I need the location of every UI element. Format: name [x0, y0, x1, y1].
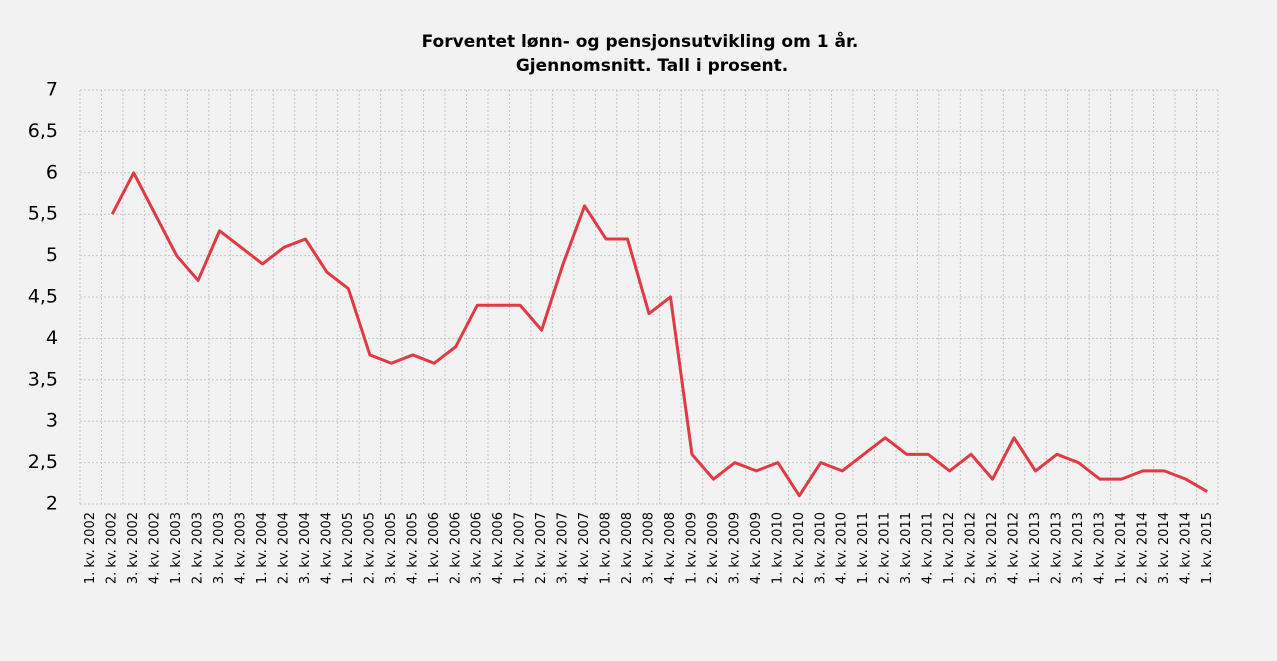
- x-tick-label: 1. kv. 2010: [770, 512, 785, 584]
- y-tick-label: 5: [46, 244, 58, 266]
- x-tick-label: 3. kv. 2005: [384, 512, 399, 584]
- x-tick-label: 3. kv. 2009: [727, 512, 742, 584]
- x-tick-label: 4. kv. 2014: [1178, 512, 1193, 584]
- y-tick-label: 6: [46, 161, 58, 183]
- x-tick-label: 1. kv. 2013: [1028, 512, 1043, 584]
- x-tick-label: 3. kv. 2007: [556, 512, 571, 584]
- x-tick-label: 3. kv. 2004: [298, 512, 313, 584]
- x-tick-label: 1. kv. 2011: [856, 512, 871, 584]
- x-tick-label: 3. kv. 2002: [126, 512, 141, 584]
- y-tick-label: 4: [46, 327, 58, 349]
- x-tick-label: 3. kv. 2008: [642, 512, 657, 584]
- x-tick-label: 4. kv. 2008: [663, 512, 678, 584]
- x-tick-label: 2. kv. 2003: [191, 512, 206, 584]
- x-tick-label: 2. kv. 2002: [105, 512, 120, 584]
- x-tick-label: 2. kv. 2005: [362, 512, 377, 584]
- x-tick-label: 2. kv. 2010: [792, 512, 807, 584]
- x-tick-label: 2. kv. 2006: [448, 512, 463, 584]
- x-tick-label: 1. kv. 2008: [599, 512, 614, 584]
- y-tick-label: 7: [46, 79, 58, 101]
- x-tick-label: 1. kv. 2002: [83, 512, 98, 584]
- x-tick-label: 2. kv. 2009: [706, 512, 721, 584]
- x-tick-label: 1. kv. 2009: [684, 512, 699, 584]
- x-tick-label: 1. kv. 2003: [169, 512, 184, 584]
- x-tick-label: 2. kv. 2011: [878, 512, 893, 584]
- x-tick-label: 2. kv. 2007: [534, 512, 549, 584]
- x-tick-label: 3. kv. 2006: [470, 512, 485, 584]
- x-tick-label: 3. kv. 2013: [1071, 512, 1086, 584]
- x-tick-label: 4. kv. 2005: [405, 512, 420, 584]
- y-tick-label: 4,5: [28, 286, 58, 308]
- x-tick-label: 4. kv. 2006: [491, 512, 506, 584]
- x-tick-label: 4. kv. 2007: [577, 512, 592, 584]
- x-tick-label: 1. kv. 2012: [942, 512, 957, 584]
- x-tick-label: 4. kv. 2009: [749, 512, 764, 584]
- x-tick-label: 4. kv. 2011: [921, 512, 936, 584]
- chart-title: Gjennomsnitt. Tall i prosent.: [516, 56, 788, 76]
- x-tick-label: 1. kv. 2015: [1200, 512, 1215, 584]
- x-tick-label: 1. kv. 2014: [1114, 512, 1129, 584]
- y-tick-label: 2: [46, 493, 58, 515]
- x-tick-label: 3. kv. 2011: [899, 512, 914, 584]
- y-tick-label: 5,5: [28, 203, 58, 225]
- x-tick-label: 1. kv. 2007: [513, 512, 528, 584]
- x-tick-label: 2. kv. 2012: [964, 512, 979, 584]
- x-tick-label: 3. kv. 2003: [212, 512, 227, 584]
- y-tick-label: 2,5: [28, 451, 58, 473]
- x-tick-label: 2. kv. 2008: [620, 512, 635, 584]
- x-tick-label: 4. kv. 2012: [1007, 512, 1022, 584]
- x-tick-label: 4. kv. 2010: [835, 512, 850, 584]
- y-tick-label: 3: [46, 410, 58, 432]
- x-tick-label: 3. kv. 2010: [813, 512, 828, 584]
- x-tick-label: 4. kv. 2013: [1092, 512, 1107, 584]
- y-tick-label: 3,5: [28, 368, 58, 390]
- x-tick-label: 2. kv. 2004: [276, 512, 291, 584]
- x-tick-label: 2. kv. 2013: [1049, 512, 1064, 584]
- x-tick-label: 1. kv. 2004: [255, 512, 270, 584]
- y-tick-label: 6,5: [28, 120, 58, 142]
- x-tick-label: 4. kv. 2002: [148, 512, 163, 584]
- x-tick-label: 3. kv. 2012: [985, 512, 1000, 584]
- x-tick-label: 4. kv. 2004: [319, 512, 334, 584]
- x-tick-label: 1. kv. 2005: [341, 512, 356, 584]
- x-tick-label: 3. kv. 2014: [1157, 512, 1172, 584]
- x-tick-label: 1. kv. 2006: [427, 512, 442, 584]
- chart-title: Forventet lønn- og pensjonsutvikling om …: [422, 30, 859, 52]
- x-tick-label: 2. kv. 2014: [1135, 512, 1150, 584]
- line-series: [110, 171, 1209, 498]
- x-tick-label: 4. kv. 2003: [234, 512, 249, 584]
